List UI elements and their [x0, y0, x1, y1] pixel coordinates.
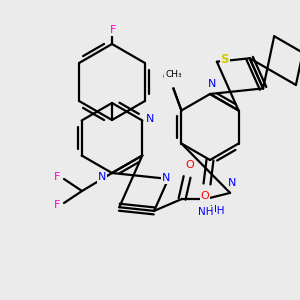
Text: NH: NH [209, 206, 225, 216]
Text: O: O [201, 191, 209, 201]
Text: F: F [110, 25, 116, 35]
Text: NH: NH [198, 207, 214, 217]
Text: CH₃: CH₃ [162, 71, 181, 82]
Text: F: F [54, 172, 60, 182]
Text: F: F [54, 200, 60, 210]
Text: N: N [98, 172, 106, 182]
Text: N: N [146, 113, 154, 124]
Text: H: H [209, 206, 216, 214]
Text: N: N [228, 178, 236, 188]
Text: N: N [162, 173, 170, 183]
Text: O: O [186, 160, 194, 170]
Text: N: N [208, 79, 216, 89]
Text: S: S [220, 53, 229, 66]
Text: CH₃: CH₃ [165, 70, 182, 79]
